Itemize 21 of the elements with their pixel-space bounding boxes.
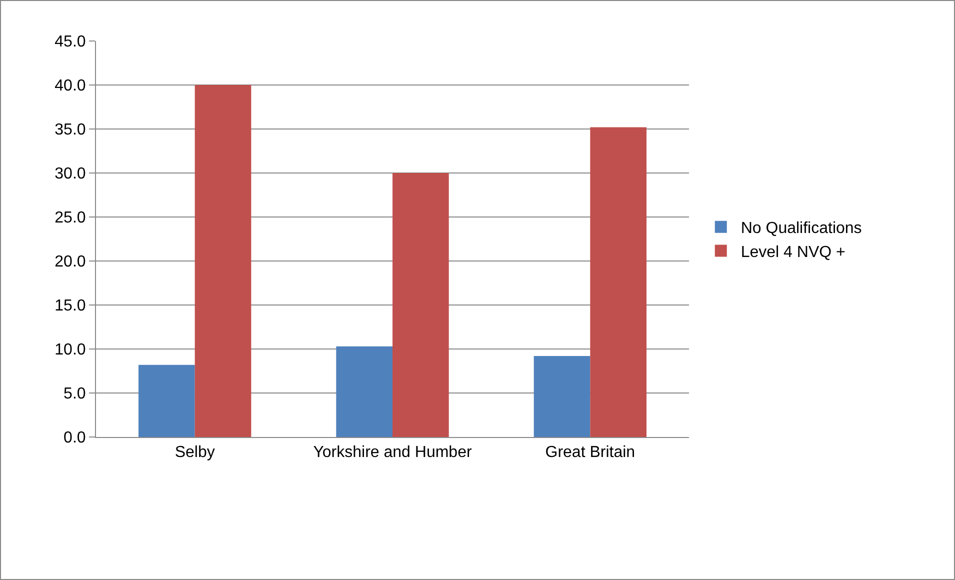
x-tick-label: Great Britain bbox=[545, 444, 636, 462]
bar bbox=[590, 127, 646, 437]
y-tick-label: 40.0 bbox=[54, 78, 86, 95]
x-tick-label: Selby bbox=[174, 444, 215, 462]
y-tick-label: 35.0 bbox=[54, 122, 86, 139]
x-tick-label: Yorkshire and Humber bbox=[313, 444, 472, 462]
bar bbox=[392, 173, 449, 437]
y-tick-label: 0.0 bbox=[64, 430, 86, 447]
legend-label: Level 4 NVQ + bbox=[740, 244, 846, 261]
y-tick-label: 20.0 bbox=[54, 254, 86, 271]
y-tick-label: 45.0 bbox=[54, 34, 86, 51]
y-tick-label: 10.0 bbox=[54, 342, 86, 359]
bar bbox=[336, 346, 392, 437]
y-tick-label: 25.0 bbox=[54, 210, 86, 227]
y-tick-label: 5.0 bbox=[64, 386, 86, 403]
legend-label: No Qualifications bbox=[740, 220, 862, 238]
bar bbox=[534, 356, 590, 437]
y-tick-label: 15.0 bbox=[54, 298, 86, 315]
y-tick-label: 30.0 bbox=[54, 166, 86, 183]
bar bbox=[138, 364, 195, 437]
bar bbox=[194, 85, 252, 437]
